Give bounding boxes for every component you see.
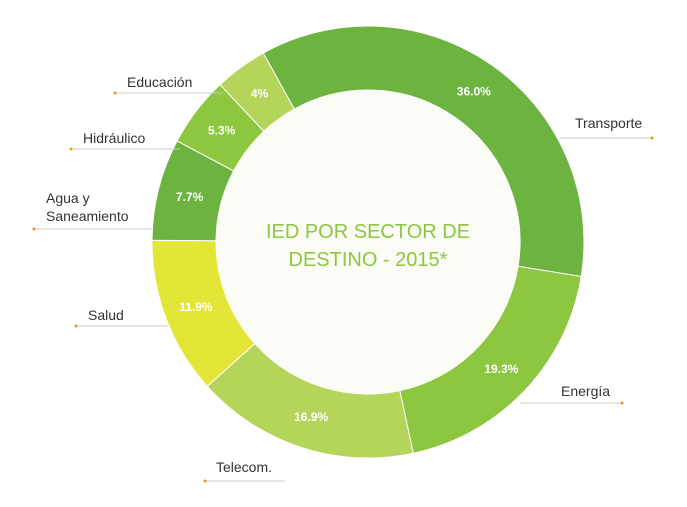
value-label-salud: 11.9% <box>179 300 213 314</box>
donut-slices <box>151 25 585 459</box>
slice-value-labels: 36.0% 19.3% 16.9% 11.9% 7.7% 5.3% 4% <box>176 84 519 424</box>
category-label-educacion: Educación <box>127 74 192 90</box>
connector-dot-transporte <box>650 136 654 140</box>
category-label-energia: Energía <box>561 383 610 399</box>
donut-center <box>216 90 520 394</box>
category-labels: Transporte Energía Telecom. Salud Agua y Sane… <box>32 74 654 483</box>
connector-dot-hidraulico <box>69 147 73 151</box>
connector-dot-telecom <box>203 479 207 483</box>
chart-title: IED POR SECTOR DE DESTINO - 2015* <box>266 221 470 271</box>
category-label-line: Educación <box>127 74 192 90</box>
value-label-energia: 19.3% <box>484 362 518 376</box>
category-label-line: Energía <box>561 383 610 399</box>
connector-dot-educacion <box>113 91 117 95</box>
category-label-line: Salud <box>88 307 124 323</box>
chart-title-line: DESTINO - 2015* <box>289 249 448 271</box>
category-label-hidraulico: Hidráulico <box>83 130 145 146</box>
connector-dot-agua-y-saneamiento <box>32 227 36 231</box>
category-label-line: Transporte <box>575 115 642 131</box>
value-label-educacion: 4% <box>251 86 269 100</box>
value-label-transporte: 36.0% <box>457 84 491 98</box>
category-label-line: Hidráulico <box>83 130 145 146</box>
category-label-telecom: Telecom. <box>216 459 272 475</box>
category-label-salud: Salud <box>88 307 124 323</box>
value-label-agua-y-saneamiento: 7.7% <box>176 190 204 204</box>
category-label-transporte: Transporte <box>575 115 642 131</box>
value-label-telecom: 16.9% <box>294 410 328 424</box>
connector-dot-salud <box>74 324 78 328</box>
category-label-agua-y-saneamiento: Agua y Saneamiento <box>46 190 129 224</box>
chart-title-line: IED POR SECTOR DE <box>266 221 470 243</box>
category-label-line: Telecom. <box>216 459 272 475</box>
value-label-hidraulico: 5.3% <box>208 123 236 137</box>
category-label-line: Saneamiento <box>46 208 129 224</box>
connector-dot-energia <box>620 401 624 405</box>
category-label-line: Agua y <box>46 190 90 206</box>
